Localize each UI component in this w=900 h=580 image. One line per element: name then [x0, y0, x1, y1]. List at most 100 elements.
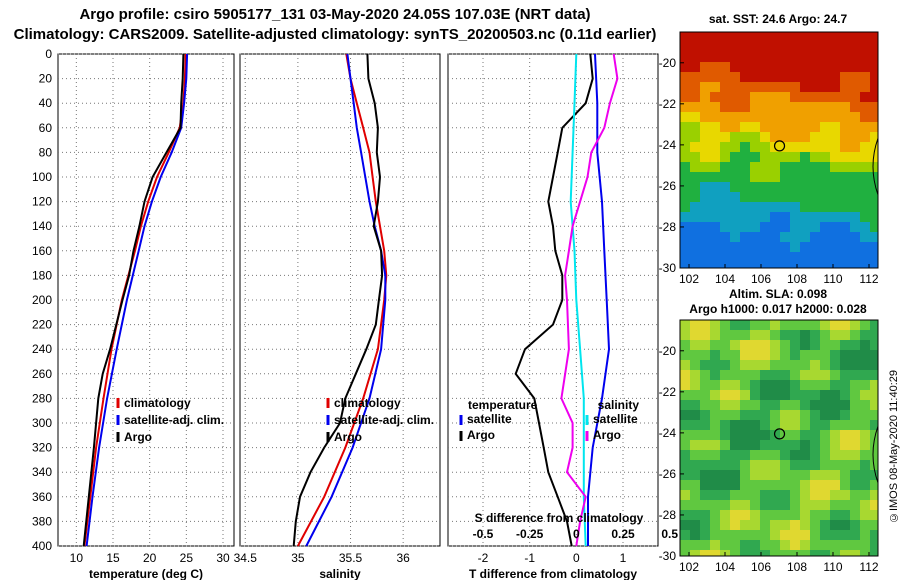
sst-map-cell [760, 182, 770, 192]
sla-map-cell [790, 500, 800, 510]
sla-map-cell [720, 380, 730, 390]
sst-map-cell [680, 212, 690, 222]
sst-map-cell [700, 242, 710, 252]
sla-map-cell [810, 410, 820, 420]
sst-map-cell [850, 182, 860, 192]
sla-map-cell [750, 450, 760, 460]
sla-map-cell [710, 540, 720, 550]
sla-map-cell [830, 320, 840, 330]
sst-map-cell [820, 92, 830, 102]
sst-map-cell [730, 182, 740, 192]
salinity-x-axis-label: salinity [319, 567, 361, 580]
temperature-series-argo [82, 53, 185, 547]
sst-map-coastline [872, 138, 879, 196]
sla-map-cell [700, 550, 710, 556]
sst-map-cell [680, 32, 690, 42]
sst-map-cell [720, 212, 730, 222]
depth-tick-label: 0 [45, 47, 52, 61]
sst-map-cell [770, 152, 780, 162]
sst-map-cell [780, 202, 790, 212]
sst-map-cell [720, 102, 730, 112]
temperature-panel [57, 53, 235, 547]
sst-map-cell [680, 72, 690, 82]
sla-map-cell [710, 330, 720, 340]
temperature-x-tick-label: 25 [180, 551, 194, 565]
sst-map-cell [830, 72, 840, 82]
sla-map-cell [690, 460, 700, 470]
sst-map-cell [820, 152, 830, 162]
figure-title-line-1: Argo profile: csiro 5905177_131 03-May-2… [79, 6, 591, 23]
sst-map-cell [780, 112, 790, 122]
sst-map-cell [860, 112, 870, 122]
sla-map-cell [770, 360, 780, 370]
sst-map-cell [700, 42, 710, 52]
sla-map-cell [870, 520, 878, 530]
sst-map-cell [860, 152, 870, 162]
sst-map-cell [680, 172, 690, 182]
sst-map-cell [860, 52, 870, 62]
sla-map-cell [730, 390, 740, 400]
sla-map-cell [830, 430, 840, 440]
sla-map-cell [870, 490, 878, 500]
sla-map-cell [820, 320, 830, 330]
depth-tick-label: 400 [32, 539, 52, 553]
difference-series-temperature-satellite [587, 53, 611, 546]
sst-map-cell [740, 122, 750, 132]
sst-map-lon-label: 110 [823, 272, 842, 286]
sla-map-cell [770, 330, 780, 340]
sst-map-cell [860, 192, 870, 202]
sla-map-cell [860, 400, 870, 410]
sst-map-lat-label: -28 [659, 220, 677, 234]
sla-map-cell [680, 530, 690, 540]
diff-legend-temperature-title: temperature [468, 398, 538, 412]
temperature-legend-label: climatology [124, 396, 191, 410]
sst-map-cell [760, 92, 770, 102]
sst-map-cell [690, 262, 700, 268]
sst-map-cell [810, 202, 820, 212]
sst-map-cell [730, 172, 740, 182]
sla-map-cell [820, 510, 830, 520]
depth-tick-label: 140 [32, 219, 52, 233]
sla-map-cell [730, 550, 740, 556]
sla-map-cell [750, 380, 760, 390]
sst-map-cell [810, 52, 820, 62]
sst-map-lat-label: -22 [659, 97, 677, 111]
sst-map-cell [690, 52, 700, 62]
sst-map-cell [810, 192, 820, 202]
sst-map-cell [800, 82, 810, 92]
sla-map-cell [730, 350, 740, 360]
sst-map-cell [870, 62, 878, 72]
sla-map-cell [860, 520, 870, 530]
sla-map-cell [730, 340, 740, 350]
sla-map-cell [800, 510, 810, 520]
sla-map-cell [780, 380, 790, 390]
sla-map-cell [700, 360, 710, 370]
sla-map-cell [690, 370, 700, 380]
difference-panel [447, 53, 659, 547]
sla-map-cell [690, 520, 700, 530]
sla-map-cell [760, 380, 770, 390]
sst-map-cell [760, 242, 770, 252]
sst-map-cell [690, 122, 700, 132]
sla-map-cell [700, 380, 710, 390]
sla-map-cell [780, 350, 790, 360]
sla-map-cell [750, 510, 760, 520]
sla-map-lon-label: 110 [823, 560, 842, 574]
diff-top-tick-label: -0.5 [473, 527, 494, 541]
sla-map-cell [750, 330, 760, 340]
sla-map-cell [800, 490, 810, 500]
sla-map-cell [730, 480, 740, 490]
sla-map-cell [850, 470, 860, 480]
sst-map-cell [770, 162, 780, 172]
sst-map-cell [870, 262, 878, 268]
sla-map-cell [790, 320, 800, 330]
sla-map-cell [840, 330, 850, 340]
sst-map-cell [800, 92, 810, 102]
sst-map-cell [720, 132, 730, 142]
sla-map-cell [740, 480, 750, 490]
sst-map-cell [820, 52, 830, 62]
sla-map-cell [830, 330, 840, 340]
sst-map-cell [750, 102, 760, 112]
sla-map-cell [740, 430, 750, 440]
sst-map-cell [820, 232, 830, 242]
